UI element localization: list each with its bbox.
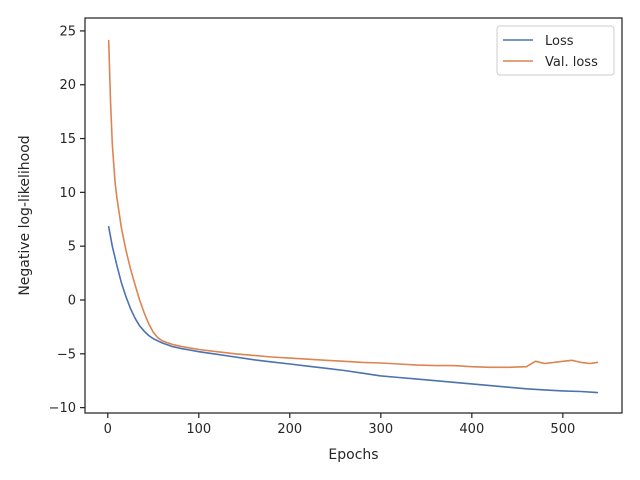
legend-box <box>496 25 615 76</box>
y-tick-label: 15 <box>59 132 76 147</box>
series-line-val-loss <box>107 39 599 369</box>
x-tick-label: 0 <box>104 422 112 437</box>
x-tick-label: 500 <box>550 422 575 437</box>
x-axis-label: Epochs <box>328 447 378 463</box>
y-tick-label: 0 <box>68 293 76 308</box>
y-axis: −10 −5 0 5 10 15 20 25 <box>49 24 85 416</box>
y-tick-label: 25 <box>59 24 76 39</box>
y-tick-label: −5 <box>57 347 76 362</box>
x-tick-label: 400 <box>459 422 484 437</box>
y-tick-label: 20 <box>59 78 76 93</box>
legend-label-val-loss: Val. loss <box>545 55 598 70</box>
x-tick-label: 300 <box>368 422 393 437</box>
y-axis-label: Negative log-likelihood <box>17 135 33 295</box>
legend-label-loss: Loss <box>545 34 574 49</box>
legend: Loss Val. loss <box>496 25 615 76</box>
x-tick-label: 100 <box>186 422 211 437</box>
x-axis: 0 100 200 300 400 500 <box>104 413 575 437</box>
series-layer <box>107 39 599 394</box>
series-line-loss <box>107 226 599 394</box>
y-tick-label: −10 <box>49 401 76 416</box>
x-tick-label: 200 <box>277 422 302 437</box>
y-tick-label: 5 <box>68 240 76 255</box>
y-tick-label: 10 <box>59 186 76 201</box>
plot-area <box>84 17 623 414</box>
